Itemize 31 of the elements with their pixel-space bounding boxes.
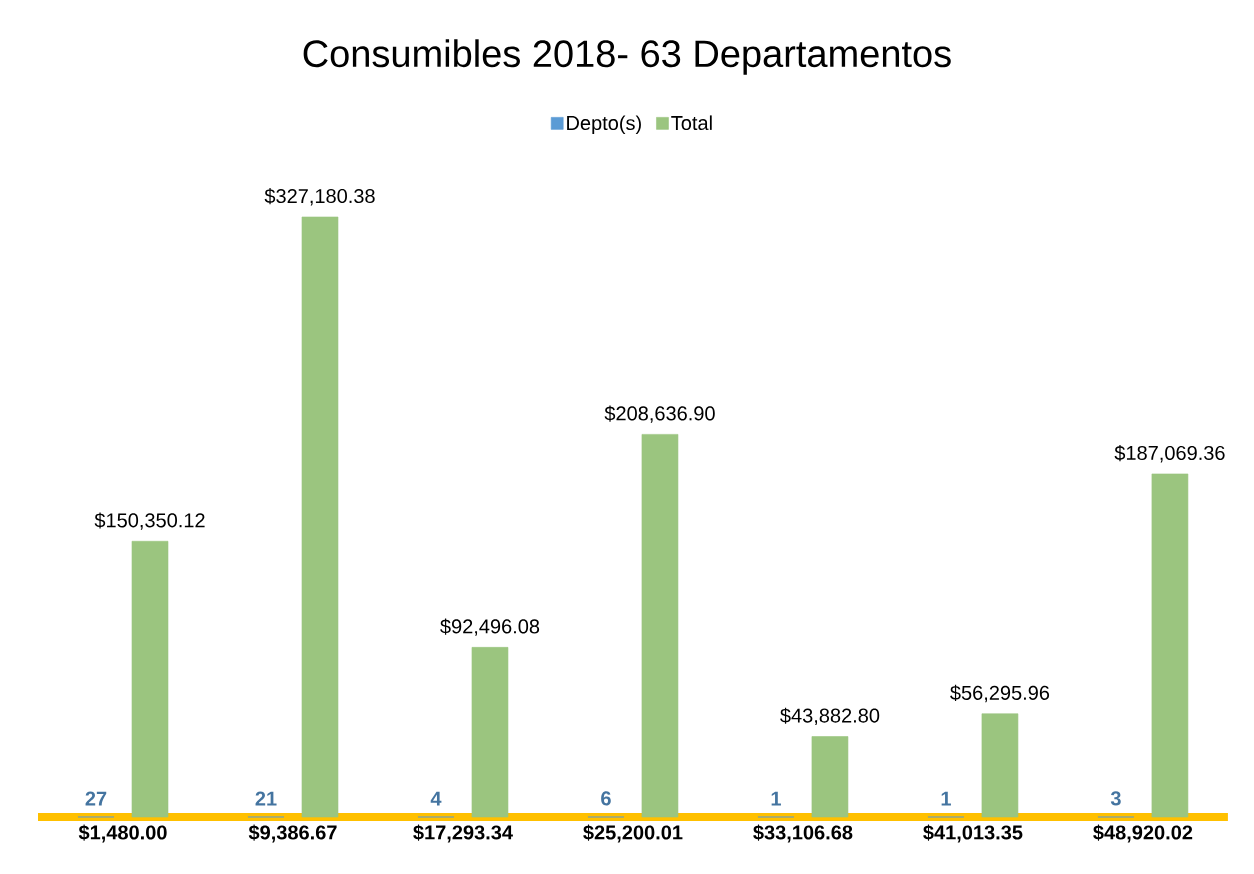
x-tick-label: $48,920.02 <box>1093 824 1193 843</box>
data-label: 1 <box>941 791 951 806</box>
data-label: 27 <box>85 791 107 806</box>
data-label: 3 <box>1110 791 1121 806</box>
data-label: $208,636.90 <box>604 405 715 423</box>
bar <box>981 713 1019 818</box>
bar <box>471 647 509 818</box>
bar <box>641 434 679 818</box>
bar <box>1151 473 1189 818</box>
data-label: 4 <box>430 791 442 806</box>
data-label: 1 <box>771 791 781 806</box>
bar <box>811 736 849 818</box>
bar <box>301 216 339 818</box>
bar <box>131 540 169 818</box>
data-label: $92,496.08 <box>440 618 540 636</box>
chart-title: Consumibles 2018- 63 Departamentos <box>303 39 951 75</box>
data-label: 21 <box>255 791 277 806</box>
x-tick-label: $17,293.34 <box>413 824 513 843</box>
legend-label: Depto(s) <box>567 115 641 135</box>
x-tick-label: $33,106.68 <box>753 824 853 843</box>
data-label: 6 <box>601 791 611 806</box>
data-label: $327,180.38 <box>264 188 375 206</box>
x-tick-label: $41,013.35 <box>923 824 1023 843</box>
legend-label: Total <box>671 115 712 131</box>
x-tick-label: $25,200.01 <box>583 824 683 843</box>
data-label: $150,350.12 <box>94 512 205 530</box>
data-label: $43,882.80 <box>780 707 880 726</box>
data-label: $187,069.36 <box>1114 445 1225 463</box>
x-tick-label: $9,386.67 <box>248 824 337 843</box>
x-tick-label: $1,480.00 <box>78 824 167 843</box>
data-label: $56,295.96 <box>950 684 1050 703</box>
